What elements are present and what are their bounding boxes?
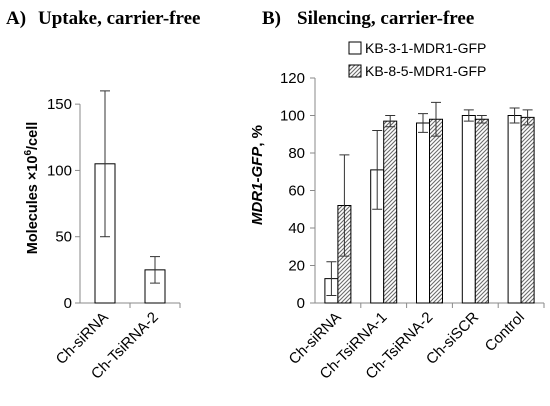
panel-a-label: A) <box>6 8 26 29</box>
panel-b-legend: KB-3-1-MDR1-GFP KB-8-5-MDR1-GFP <box>348 40 486 79</box>
panel-a-y-axis-title: Molecules ×106/cell <box>23 122 41 255</box>
bar <box>383 120 398 304</box>
y-tick-label: 20 <box>288 258 305 275</box>
panel-a-chart: A) Uptake, carrier-free Molecules ×106/c… <box>6 8 200 383</box>
y-tick-label: 60 <box>288 183 305 200</box>
legend-swatch <box>348 64 362 78</box>
bar <box>416 122 430 304</box>
bar <box>461 115 476 304</box>
y-tick-label: 40 <box>288 220 305 237</box>
panel-a-title: Uptake, carrier-free <box>38 8 200 29</box>
y-tick-label: 120 <box>280 70 305 87</box>
y-tick-label: 0 <box>297 295 305 312</box>
y-tick-label: 100 <box>47 162 72 179</box>
y-tick-label: 50 <box>55 229 72 246</box>
panel-b-y-axis-title-main: MDR1-GFP <box>249 146 266 225</box>
y-tick-label: 0 <box>64 295 72 312</box>
panel-b-title: Silencing, carrier-free <box>297 8 474 29</box>
y-tick-label: 100 <box>280 108 305 125</box>
legend-label: KB-3-1-MDR1-GFP <box>365 40 486 56</box>
y-tick-label: 150 <box>47 96 72 113</box>
legend-swatch <box>348 41 362 55</box>
panel-a-y-axis-title-main: Molecules ×10 <box>25 156 41 255</box>
panel-b-bars <box>324 101 535 304</box>
bar <box>474 118 489 304</box>
bar <box>429 118 443 304</box>
category-label: Control <box>482 309 528 355</box>
panel-b-y-axis-title: MDR1-GFP, % <box>249 125 266 225</box>
panel-b-y-axis-title-suffix: , % <box>249 125 266 147</box>
bar <box>520 116 535 304</box>
y-tick-label: 80 <box>288 145 305 162</box>
panel-a-bars <box>94 90 166 304</box>
panel-b-axes: 0 20 40 60 80 100 120 <box>280 70 545 312</box>
panel-b-chart: B) Silencing, carrier-free MDR1-GFP, % 0… <box>249 8 545 383</box>
panel-a-y-axis-title-sup: 6 <box>23 150 34 156</box>
panel-a-axes: 0 50 100 150 <box>47 96 181 312</box>
legend-label: KB-8-5-MDR1-GFP <box>365 63 486 79</box>
panel-a-y-axis-title-suffix: /cell <box>25 122 41 150</box>
bar <box>507 115 522 304</box>
panel-b-label: B) <box>262 8 281 29</box>
